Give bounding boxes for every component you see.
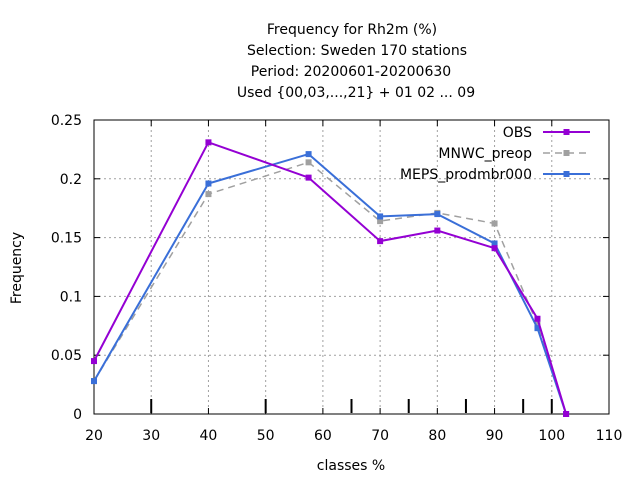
x-tick-label: 110	[596, 428, 623, 444]
data-point	[91, 378, 97, 385]
data-point	[91, 358, 97, 365]
series-obs	[91, 139, 570, 417]
data-point	[205, 180, 212, 187]
x-tick-label: 40	[200, 428, 218, 444]
x-tick-label: 80	[428, 428, 446, 444]
y-tick-label: 0.05	[51, 348, 82, 364]
x-tick-label: 60	[314, 428, 332, 444]
data-point	[377, 238, 384, 245]
y-tick-label: 0.2	[60, 172, 82, 188]
data-point	[534, 315, 541, 322]
series-meps-prodmbr000	[91, 151, 570, 417]
title-line-3: Period: 20200601-20200630	[251, 64, 451, 80]
title-line-2: Selection: Sweden 170 stations	[247, 43, 467, 59]
legend-swatch-marker	[563, 171, 570, 177]
series-line	[93, 152, 568, 415]
data-point	[534, 325, 541, 332]
y-tick-label: 0.1	[60, 289, 82, 305]
chart-title: Frequency for Rh2m (%) Selection: Sweden…	[237, 22, 475, 101]
series-line	[93, 141, 568, 415]
data-point	[491, 240, 498, 247]
x-tick-label: 50	[257, 428, 275, 444]
x-tick-label: 90	[486, 428, 504, 444]
title-line-4: Used {00,03,...,21} + 01 02 ... 09	[237, 85, 475, 101]
y-tick-label: 0.25	[51, 113, 82, 129]
legend: OBS MNWC_preop MEPS_prodmbr000	[400, 125, 590, 183]
data-point	[305, 174, 312, 181]
legend-label: OBS	[503, 125, 532, 141]
x-tick-label: 20	[85, 428, 103, 444]
data-point	[434, 227, 441, 234]
data-point	[491, 245, 498, 252]
plot-frame	[93, 119, 610, 415]
legend-label: MNWC_preop	[438, 146, 532, 162]
data-point	[205, 191, 212, 198]
data-point	[491, 220, 498, 227]
grid-layer	[94, 120, 609, 414]
series-mnwc-preop	[91, 159, 570, 417]
y-axis-label: Frequency	[9, 232, 25, 304]
data-point	[377, 213, 384, 220]
series-layer	[91, 139, 570, 417]
legend-entry: OBS	[503, 125, 590, 141]
data-point	[305, 159, 312, 166]
legend-entry: MNWC_preop	[438, 146, 590, 162]
data-point	[305, 151, 312, 158]
legend-swatch-marker	[563, 129, 570, 135]
y-tick-label: 0	[73, 407, 82, 423]
x-tick-label: 70	[371, 428, 389, 444]
series-line	[93, 161, 567, 415]
data-point	[205, 139, 212, 146]
legend-label: MEPS_prodmbr000	[400, 167, 532, 183]
axes-layer: 0 0.05 0.1 0.15 0.2 0.25 20 30 40 50 60 70 80 90 100 11…	[51, 113, 623, 444]
legend-swatch-marker	[563, 150, 570, 156]
data-point	[563, 411, 570, 417]
x-axis-label: classes %	[317, 458, 385, 474]
x-tick-label: 100	[538, 428, 565, 444]
title-line-1: Frequency for Rh2m (%)	[267, 22, 437, 38]
data-point	[377, 218, 384, 225]
x-tick-label: 30	[142, 428, 160, 444]
data-point	[434, 211, 441, 218]
legend-entry: MEPS_prodmbr000	[400, 167, 590, 183]
data-point	[534, 321, 541, 328]
y-tick-label: 0.15	[51, 231, 82, 247]
